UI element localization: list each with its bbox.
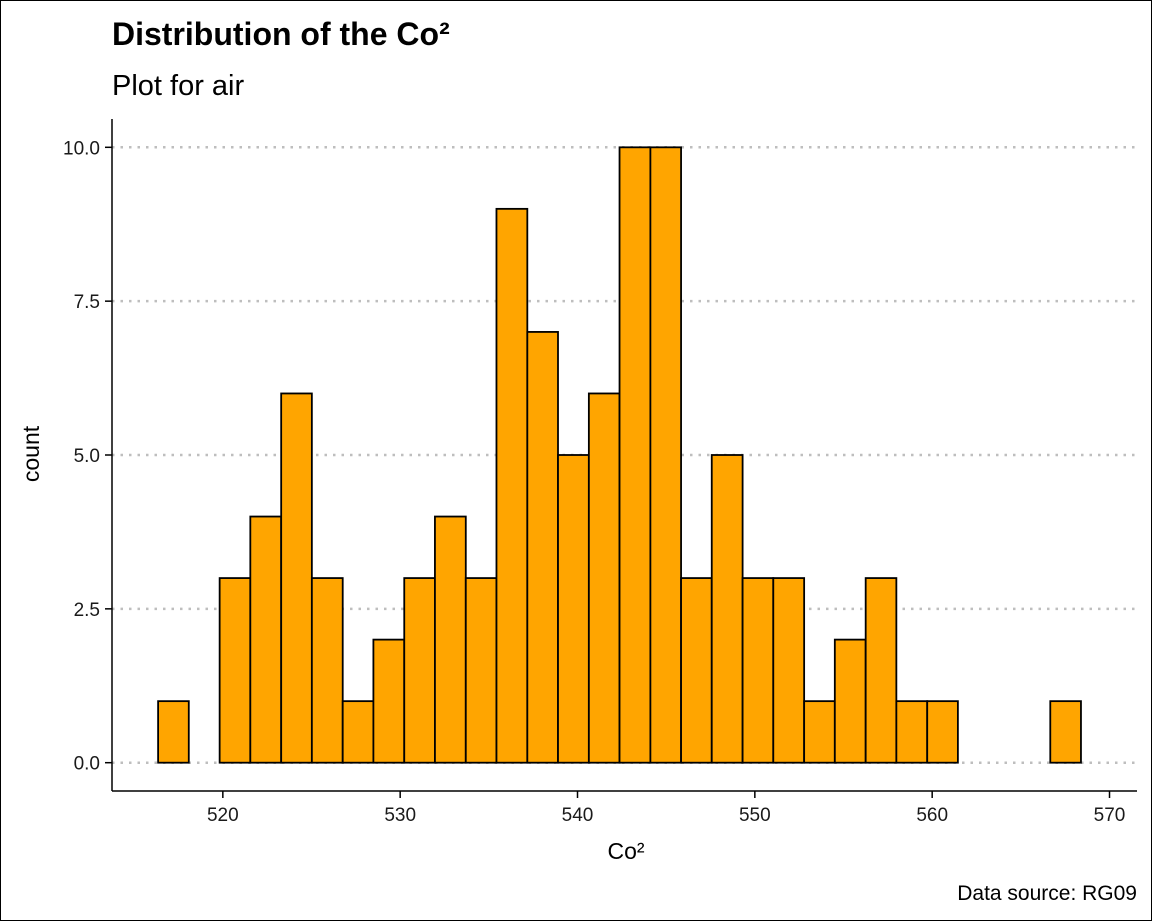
histogram-bar	[249, 515, 283, 764]
histogram-bar	[680, 577, 713, 764]
x-tick-label: 520	[207, 805, 239, 826]
histogram-bars	[157, 146, 1082, 764]
y-tick-label: 10.0	[63, 138, 100, 159]
histogram-bar	[403, 577, 436, 764]
histogram-bar	[218, 577, 252, 764]
histogram-bar	[557, 454, 590, 764]
x-tick-label: 530	[384, 805, 416, 826]
x-tick-label: 550	[739, 805, 771, 826]
histogram-bar	[1049, 700, 1082, 764]
histogram-bar	[649, 146, 682, 764]
y-tick-label: 7.5	[74, 292, 100, 313]
chart-subtitle: Plot for air	[112, 70, 244, 102]
histogram-bar	[864, 577, 898, 764]
histogram-bar	[372, 638, 406, 764]
chart-title: Distribution of the Co²	[112, 16, 450, 52]
histogram-bar	[341, 700, 375, 764]
x-axis-ticks: 520 530 540 550 560 570	[207, 791, 1125, 826]
y-tick-label: 5.0	[74, 446, 100, 467]
histogram-bar	[157, 700, 190, 764]
histogram-bar	[587, 392, 621, 764]
x-tick-label: 560	[916, 805, 948, 826]
histogram-bar	[710, 454, 744, 764]
histogram-bar	[495, 207, 529, 764]
histogram-bar	[895, 700, 929, 764]
y-tick-label: 2.5	[74, 600, 100, 621]
histogram-bar	[618, 146, 652, 764]
histogram-bar	[464, 577, 498, 764]
histogram-bar	[741, 577, 775, 764]
chart-caption: Data source: RG09	[957, 882, 1137, 905]
histogram-bar	[434, 515, 467, 764]
x-tick-label: 540	[562, 805, 594, 826]
y-tick-label: 0.0	[74, 754, 100, 775]
y-axis-label: count	[18, 425, 44, 482]
histogram-bar	[526, 331, 559, 764]
histogram-bar	[926, 700, 959, 764]
histogram-bar	[833, 638, 867, 764]
x-axis-label: Co²	[607, 838, 644, 864]
histogram-bar	[803, 700, 836, 764]
histogram-bar	[280, 392, 313, 764]
histogram-bar	[772, 577, 806, 764]
y-axis-ticks: 0.0 2.5 5.0 7.5 10.0	[63, 138, 112, 775]
histogram-bar	[310, 577, 344, 764]
x-tick-label: 570	[1094, 805, 1126, 826]
